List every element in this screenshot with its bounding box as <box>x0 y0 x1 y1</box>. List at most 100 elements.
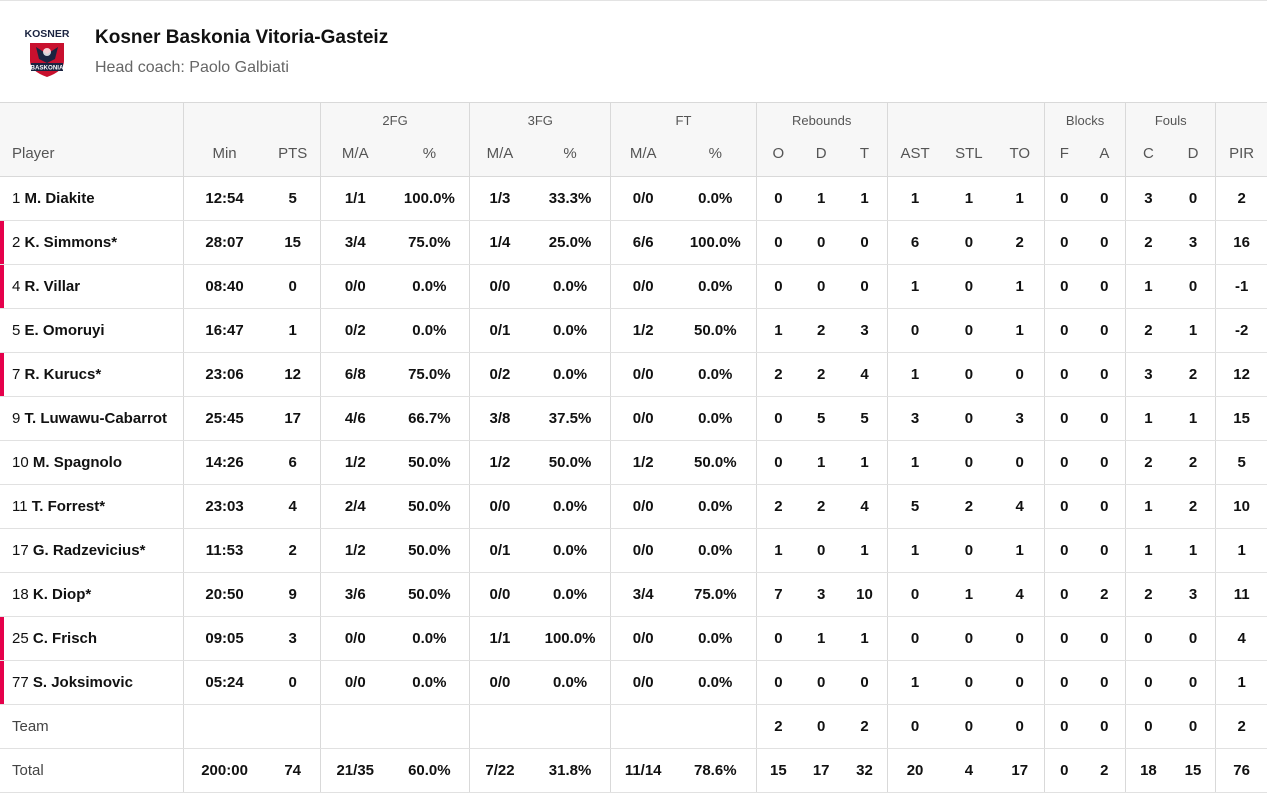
stat-cell: 0/0 <box>610 616 675 661</box>
col-header: AST <box>886 139 943 177</box>
player-row[interactable]: 2 K. Simmons* 28:07 15 3/4 75.0% 1/4 25.0% 6/6 1… <box>0 220 1267 265</box>
stat-cell: 2 <box>842 704 888 749</box>
stat-cell: 15 <box>1170 748 1216 793</box>
stat-cell: 0 <box>755 660 801 705</box>
stat-cell: 0 <box>1044 352 1084 397</box>
player-name[interactable]: E. Omoruyi <box>24 321 105 339</box>
stat-cell: 0 <box>886 572 943 617</box>
col-header: PTS <box>265 139 321 177</box>
stat-cell: 0 <box>1083 704 1126 749</box>
stat-cell: 0/0 <box>469 484 530 529</box>
stat-cell: 0/2 <box>469 352 530 397</box>
player-cell[interactable]: 5 E. Omoruyi <box>0 308 184 353</box>
stat-cell: 1 <box>995 308 1045 353</box>
player-name[interactable]: M. Diakite <box>24 189 95 207</box>
stat-cell: 2 <box>755 352 801 397</box>
stat-cell: 1 <box>1125 528 1171 573</box>
stat-cell: 0 <box>1083 220 1126 265</box>
stat-cell: 0 <box>755 264 801 309</box>
stat-cell: 0/0 <box>319 264 390 309</box>
player-name[interactable]: R. Kurucs* <box>24 365 102 383</box>
col-header: PIR <box>1215 139 1267 177</box>
player-cell[interactable]: 77 S. Joksimovic <box>0 660 184 705</box>
player-row[interactable]: 10 M. Spagnolo 14:26 6 1/2 50.0% 1/2 50.0% 1/2 5… <box>0 440 1267 485</box>
player-name[interactable]: G. Radzevicius* <box>32 541 146 559</box>
player-row[interactable]: 9 T. Luwawu-Cabarrot 25:45 17 4/6 66.7% 3/8 37… <box>0 396 1267 441</box>
player-row[interactable]: 25 C. Frisch 09:05 3 0/0 0.0% 1/1 100.0% 0/0 0.0… <box>0 616 1267 661</box>
player-name[interactable]: C. Frisch <box>32 629 98 647</box>
player-name[interactable]: K. Diop* <box>32 585 92 603</box>
stat-cell: 2 <box>800 308 843 353</box>
player-row[interactable]: 1 M. Diakite 12:54 5 1/1 100.0% 1/3 33.3% 0/0 0.… <box>0 176 1267 221</box>
stat-cell: 0 <box>1044 616 1084 661</box>
stat-cell: 2 <box>1083 748 1126 793</box>
player-number: 77 <box>12 673 29 691</box>
group-empty <box>182 103 321 139</box>
player-cell[interactable]: 4 R. Villar <box>0 264 184 309</box>
stat-cell: 0.0% <box>529 352 611 397</box>
stat-cell: 0 <box>1170 176 1216 221</box>
stat-cell: 12 <box>1215 352 1267 397</box>
player-name[interactable]: T. Luwawu-Cabarrot <box>24 409 168 427</box>
player-row[interactable]: 11 T. Forrest* 23:03 4 2/4 50.0% 0/0 0.0% 0/0 0.… <box>0 484 1267 529</box>
stat-cell: 0 <box>800 528 843 573</box>
stat-cell: 3/6 <box>319 572 390 617</box>
col-header: TO <box>995 139 1045 177</box>
stat-cell: 10 <box>1215 484 1267 529</box>
player-cell[interactable]: 2 K. Simmons* <box>0 220 184 265</box>
stat-cell <box>389 704 470 749</box>
player-cell[interactable]: 7 R. Kurucs* <box>0 352 184 397</box>
player-row[interactable]: 5 E. Omoruyi 16:47 1 0/2 0.0% 0/1 0.0% 1/2 50.0%… <box>0 308 1267 353</box>
stat-cell: 0 <box>942 440 996 485</box>
player-cell[interactable]: 9 T. Luwawu-Cabarrot <box>0 396 184 441</box>
stat-cell: -1 <box>1215 264 1267 309</box>
player-cell[interactable]: 25 C. Frisch <box>0 616 184 661</box>
player-name[interactable]: S. Joksimovic <box>32 673 133 691</box>
col-header: O <box>755 139 801 177</box>
player-row[interactable]: 7 R. Kurucs* 23:06 12 6/8 75.0% 0/2 0.0% 0/0 0.0… <box>0 352 1267 397</box>
col-header: Min <box>182 139 266 177</box>
stat-cell: 0 <box>842 264 888 309</box>
stat-cell: 20:50 <box>182 572 266 617</box>
player-number: 5 <box>12 321 21 339</box>
player-name[interactable]: R. Villar <box>24 277 81 295</box>
stat-cell <box>319 704 390 749</box>
stat-cell: 3/4 <box>610 572 675 617</box>
stat-cell: 0 <box>942 264 996 309</box>
player-cell[interactable]: 17 G. Radzevicius* <box>0 528 184 573</box>
stat-cell: 66.7% <box>389 396 470 441</box>
stat-cell: 1 <box>886 528 943 573</box>
stat-cell: 0 <box>755 220 801 265</box>
stat-cell: 6 <box>265 440 321 485</box>
player-row[interactable]: 4 R. Villar 08:40 0 0/0 0.0% 0/0 0.0% 0/0 0.0% 0 0… <box>0 264 1267 309</box>
stat-cell: 4/6 <box>319 396 390 441</box>
stat-cell: 1 <box>842 528 888 573</box>
stat-cell: 0 <box>942 396 996 441</box>
player-row[interactable]: 77 S. Joksimovic 05:24 0 0/0 0.0% 0/0 0.0% 0/0 0… <box>0 660 1267 705</box>
player-cell[interactable]: 18 K. Diop* <box>0 572 184 617</box>
player-name[interactable]: T. Forrest* <box>31 497 106 515</box>
player-number: 1 <box>12 189 21 207</box>
player-row[interactable]: 17 G. Radzevicius* 11:53 2 1/2 50.0% 0/1 0.0% 0… <box>0 528 1267 573</box>
stat-cell: 100.0% <box>389 176 470 221</box>
stat-cell: 0 <box>1125 616 1171 661</box>
col-header: D <box>800 139 843 177</box>
stat-cell: 0 <box>1083 308 1126 353</box>
stat-cell: 0/0 <box>319 616 390 661</box>
stat-cell: 0 <box>942 308 996 353</box>
stat-cell: 1/1 <box>319 176 390 221</box>
player-cell[interactable]: 11 T. Forrest* <box>0 484 184 529</box>
player-row[interactable]: 18 K. Diop* 20:50 9 3/6 50.0% 0/0 0.0% 3/4 75.0%… <box>0 572 1267 617</box>
stat-cell: 0.0% <box>389 308 470 353</box>
player-cell[interactable]: 1 M. Diakite <box>0 176 184 221</box>
player-cell[interactable]: 10 M. Spagnolo <box>0 440 184 485</box>
player-name[interactable]: K. Simmons* <box>24 233 118 251</box>
stat-cell: 0.0% <box>674 264 757 309</box>
player-name[interactable]: M. Spagnolo <box>32 453 123 471</box>
stat-cell: 1 <box>1215 528 1267 573</box>
col-header: T <box>842 139 888 177</box>
stat-cell: 2 <box>1170 352 1216 397</box>
stat-cell: 4 <box>842 352 888 397</box>
stat-cell: 3 <box>1125 176 1171 221</box>
col-header: % <box>529 139 611 177</box>
